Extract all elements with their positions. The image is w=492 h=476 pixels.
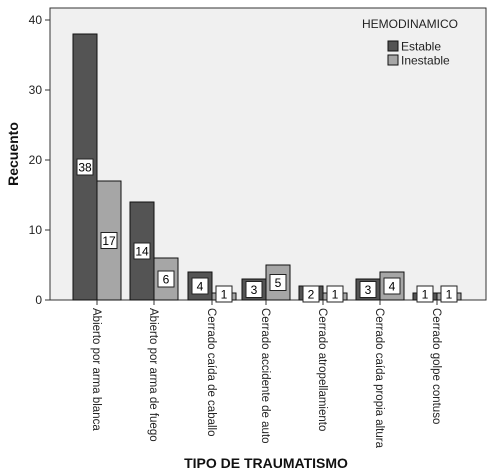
svg-text:3: 3 <box>365 283 372 297</box>
data-label: 4 <box>191 277 209 295</box>
x-category-label: Cerrado golpe contuso <box>430 308 442 424</box>
data-label: 4 <box>383 277 401 295</box>
legend-swatch <box>387 54 399 66</box>
data-label: 14 <box>133 242 151 260</box>
data-label: 5 <box>269 274 287 291</box>
svg-text:5: 5 <box>275 276 282 290</box>
svg-text:1: 1 <box>221 288 228 302</box>
y-axis-title: Recuento <box>5 122 21 186</box>
data-label: 6 <box>157 270 175 288</box>
legend-label: Inestable <box>401 54 450 68</box>
data-label: 1 <box>440 285 458 303</box>
plot-area <box>49 7 487 301</box>
y-tick-label: 40 <box>29 13 43 27</box>
y-tick-label: 20 <box>29 153 43 167</box>
data-label: 3 <box>245 281 263 298</box>
data-label: 1 <box>416 285 434 303</box>
x-axis-title: TIPO DE TRAUMATISMO <box>184 455 348 471</box>
svg-text:6: 6 <box>163 273 170 287</box>
svg-text:3: 3 <box>251 283 258 297</box>
y-axis: 0 10 20 30 40 <box>29 13 50 307</box>
x-category-label: Cerrado accidente de auto <box>259 308 271 444</box>
data-labels: 38 17 14 6 4 1 3 5 2 1 3 4 1 1 <box>76 158 458 303</box>
y-tick-label: 0 <box>35 293 42 307</box>
x-category-label: Abierto por arma de fuego <box>147 308 159 442</box>
category-labels: Abierto por arma blanca Abierto por arma … <box>90 300 442 449</box>
svg-text:14: 14 <box>135 245 149 259</box>
x-category-label: Abierto por arma blanca <box>90 308 102 431</box>
x-category-label: Cerrado caída de caballo <box>205 308 217 437</box>
svg-text:4: 4 <box>389 280 396 294</box>
legend-title: HEMODINAMICO <box>362 17 458 31</box>
svg-text:1: 1 <box>446 288 453 302</box>
data-label: 1 <box>215 285 233 303</box>
svg-text:2: 2 <box>308 288 315 302</box>
svg-text:1: 1 <box>332 288 339 302</box>
svg-text:17: 17 <box>102 234 116 248</box>
svg-text:1: 1 <box>422 288 429 302</box>
data-label: 1 <box>326 285 344 303</box>
data-label: 2 <box>302 285 320 303</box>
svg-text:4: 4 <box>197 280 204 294</box>
data-label: 38 <box>76 158 94 176</box>
data-label: 17 <box>100 232 118 249</box>
legend-swatch <box>387 40 399 52</box>
y-tick-label: 10 <box>29 223 43 237</box>
svg-text:38: 38 <box>78 161 92 175</box>
data-label: 3 <box>359 281 377 298</box>
legend-label: Estable <box>401 40 441 54</box>
x-category-label: Cerrado atropellamiento <box>316 308 328 431</box>
y-tick-label: 30 <box>29 83 43 97</box>
x-category-label: Cerrado caída propia altura <box>373 308 385 449</box>
